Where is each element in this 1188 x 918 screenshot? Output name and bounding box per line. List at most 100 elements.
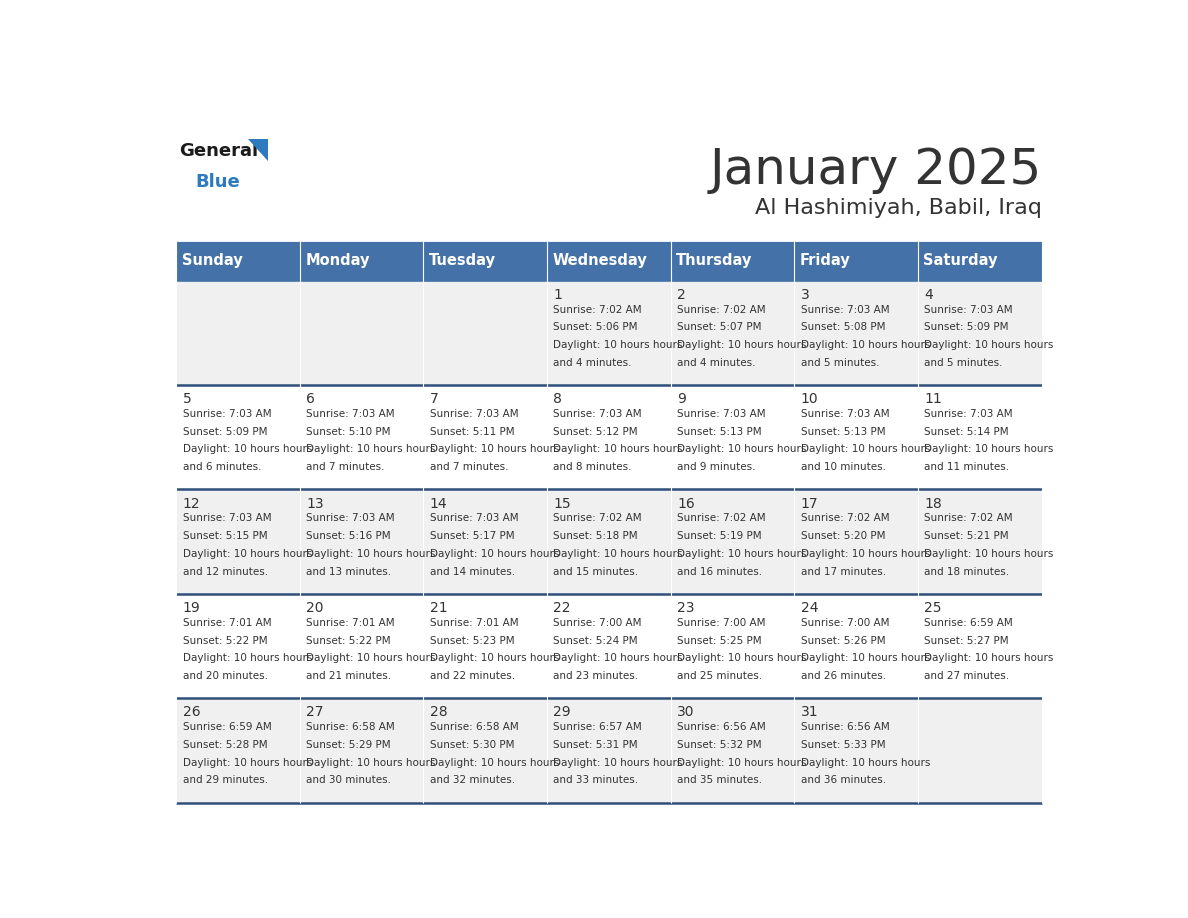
Bar bbox=[546, 489, 671, 594]
Text: Sunset: 5:18 PM: Sunset: 5:18 PM bbox=[554, 532, 638, 542]
Text: Daylight: 10 hours hours: Daylight: 10 hours hours bbox=[924, 549, 1054, 559]
Text: Sunrise: 6:57 AM: Sunrise: 6:57 AM bbox=[554, 722, 643, 733]
Bar bbox=[671, 281, 795, 385]
Text: Sunset: 5:10 PM: Sunset: 5:10 PM bbox=[307, 427, 391, 437]
Text: Sunset: 5:13 PM: Sunset: 5:13 PM bbox=[801, 427, 885, 437]
Text: Daylight: 10 hours hours: Daylight: 10 hours hours bbox=[677, 757, 807, 767]
Text: and 5 minutes.: and 5 minutes. bbox=[924, 358, 1003, 367]
Bar bbox=[423, 699, 546, 803]
Bar bbox=[299, 699, 423, 803]
Text: and 27 minutes.: and 27 minutes. bbox=[924, 671, 1010, 681]
Text: Daylight: 10 hours hours: Daylight: 10 hours hours bbox=[554, 757, 683, 767]
Text: and 13 minutes.: and 13 minutes. bbox=[307, 566, 391, 577]
Text: Sunset: 5:31 PM: Sunset: 5:31 PM bbox=[554, 740, 638, 750]
Text: Sunrise: 7:03 AM: Sunrise: 7:03 AM bbox=[924, 409, 1013, 419]
Text: 1: 1 bbox=[554, 287, 562, 302]
Text: and 15 minutes.: and 15 minutes. bbox=[554, 566, 639, 577]
Text: 29: 29 bbox=[554, 705, 571, 720]
Text: Sunset: 5:14 PM: Sunset: 5:14 PM bbox=[924, 427, 1009, 437]
Text: Sunrise: 7:03 AM: Sunrise: 7:03 AM bbox=[430, 409, 518, 419]
Text: 30: 30 bbox=[677, 705, 695, 720]
Text: and 7 minutes.: and 7 minutes. bbox=[430, 462, 508, 472]
Text: and 9 minutes.: and 9 minutes. bbox=[677, 462, 756, 472]
Text: Daylight: 10 hours hours: Daylight: 10 hours hours bbox=[801, 654, 930, 664]
Bar bbox=[918, 281, 1042, 385]
Text: 23: 23 bbox=[677, 601, 695, 615]
Text: Daylight: 10 hours hours: Daylight: 10 hours hours bbox=[554, 340, 683, 350]
Bar bbox=[918, 594, 1042, 699]
Text: Sunset: 5:13 PM: Sunset: 5:13 PM bbox=[677, 427, 762, 437]
Bar bbox=[176, 385, 299, 489]
Text: and 18 minutes.: and 18 minutes. bbox=[924, 566, 1010, 577]
Text: 28: 28 bbox=[430, 705, 448, 720]
Text: and 21 minutes.: and 21 minutes. bbox=[307, 671, 391, 681]
Bar bbox=[918, 241, 1042, 281]
Bar bbox=[546, 594, 671, 699]
Text: 27: 27 bbox=[307, 705, 323, 720]
Text: Sunrise: 7:00 AM: Sunrise: 7:00 AM bbox=[677, 618, 765, 628]
Bar bbox=[423, 594, 546, 699]
Text: Sunrise: 7:03 AM: Sunrise: 7:03 AM bbox=[183, 409, 271, 419]
Bar bbox=[671, 594, 795, 699]
Text: Sunrise: 7:02 AM: Sunrise: 7:02 AM bbox=[677, 513, 766, 523]
Text: and 36 minutes.: and 36 minutes. bbox=[801, 776, 886, 786]
Text: Daylight: 10 hours hours: Daylight: 10 hours hours bbox=[801, 757, 930, 767]
Text: and 30 minutes.: and 30 minutes. bbox=[307, 776, 391, 786]
Text: Daylight: 10 hours hours: Daylight: 10 hours hours bbox=[801, 549, 930, 559]
Text: 7: 7 bbox=[430, 392, 438, 406]
Text: and 11 minutes.: and 11 minutes. bbox=[924, 462, 1010, 472]
Text: January 2025: January 2025 bbox=[709, 146, 1042, 195]
Text: Sunrise: 7:01 AM: Sunrise: 7:01 AM bbox=[430, 618, 518, 628]
Text: 4: 4 bbox=[924, 287, 933, 302]
Text: Daylight: 10 hours hours: Daylight: 10 hours hours bbox=[307, 757, 436, 767]
Bar bbox=[423, 281, 546, 385]
Text: Sunset: 5:15 PM: Sunset: 5:15 PM bbox=[183, 532, 267, 542]
Text: Daylight: 10 hours hours: Daylight: 10 hours hours bbox=[924, 340, 1054, 350]
Text: Friday: Friday bbox=[800, 253, 851, 268]
Text: and 4 minutes.: and 4 minutes. bbox=[554, 358, 632, 367]
Bar bbox=[176, 241, 299, 281]
Text: Wednesday: Wednesday bbox=[552, 253, 647, 268]
Text: and 17 minutes.: and 17 minutes. bbox=[801, 566, 886, 577]
Text: Sunrise: 6:59 AM: Sunrise: 6:59 AM bbox=[183, 722, 271, 733]
Text: Sunset: 5:25 PM: Sunset: 5:25 PM bbox=[677, 635, 762, 645]
Text: Daylight: 10 hours hours: Daylight: 10 hours hours bbox=[801, 444, 930, 454]
Text: 9: 9 bbox=[677, 392, 685, 406]
Text: Sunset: 5:26 PM: Sunset: 5:26 PM bbox=[801, 635, 885, 645]
Text: and 22 minutes.: and 22 minutes. bbox=[430, 671, 514, 681]
Text: Daylight: 10 hours hours: Daylight: 10 hours hours bbox=[430, 549, 560, 559]
Text: Sunset: 5:16 PM: Sunset: 5:16 PM bbox=[307, 532, 391, 542]
Text: Sunrise: 7:02 AM: Sunrise: 7:02 AM bbox=[801, 513, 890, 523]
Bar bbox=[918, 385, 1042, 489]
Text: Sunset: 5:17 PM: Sunset: 5:17 PM bbox=[430, 532, 514, 542]
Bar bbox=[176, 594, 299, 699]
Text: Daylight: 10 hours hours: Daylight: 10 hours hours bbox=[183, 444, 312, 454]
Text: Daylight: 10 hours hours: Daylight: 10 hours hours bbox=[183, 654, 312, 664]
Text: 25: 25 bbox=[924, 601, 942, 615]
Text: Daylight: 10 hours hours: Daylight: 10 hours hours bbox=[554, 654, 683, 664]
Text: Sunrise: 7:03 AM: Sunrise: 7:03 AM bbox=[307, 513, 394, 523]
Text: Sunset: 5:09 PM: Sunset: 5:09 PM bbox=[924, 322, 1009, 332]
Text: 2: 2 bbox=[677, 287, 685, 302]
Text: Sunrise: 7:03 AM: Sunrise: 7:03 AM bbox=[677, 409, 766, 419]
Text: General: General bbox=[179, 142, 258, 160]
Text: Sunset: 5:24 PM: Sunset: 5:24 PM bbox=[554, 635, 638, 645]
Bar bbox=[176, 281, 299, 385]
Text: 26: 26 bbox=[183, 705, 201, 720]
Text: Sunset: 5:28 PM: Sunset: 5:28 PM bbox=[183, 740, 267, 750]
Text: and 4 minutes.: and 4 minutes. bbox=[677, 358, 756, 367]
Text: Daylight: 10 hours hours: Daylight: 10 hours hours bbox=[307, 549, 436, 559]
Text: Sunset: 5:08 PM: Sunset: 5:08 PM bbox=[801, 322, 885, 332]
Text: Daylight: 10 hours hours: Daylight: 10 hours hours bbox=[430, 757, 560, 767]
Text: and 35 minutes.: and 35 minutes. bbox=[677, 776, 763, 786]
Text: Sunset: 5:09 PM: Sunset: 5:09 PM bbox=[183, 427, 267, 437]
Text: Sunrise: 7:03 AM: Sunrise: 7:03 AM bbox=[554, 409, 642, 419]
Text: and 10 minutes.: and 10 minutes. bbox=[801, 462, 886, 472]
Text: Sunset: 5:12 PM: Sunset: 5:12 PM bbox=[554, 427, 638, 437]
Text: Daylight: 10 hours hours: Daylight: 10 hours hours bbox=[677, 654, 807, 664]
Bar bbox=[423, 241, 546, 281]
Text: Sunrise: 6:58 AM: Sunrise: 6:58 AM bbox=[430, 722, 519, 733]
Text: Sunrise: 7:02 AM: Sunrise: 7:02 AM bbox=[924, 513, 1013, 523]
Text: Daylight: 10 hours hours: Daylight: 10 hours hours bbox=[430, 444, 560, 454]
Text: Daylight: 10 hours hours: Daylight: 10 hours hours bbox=[677, 549, 807, 559]
